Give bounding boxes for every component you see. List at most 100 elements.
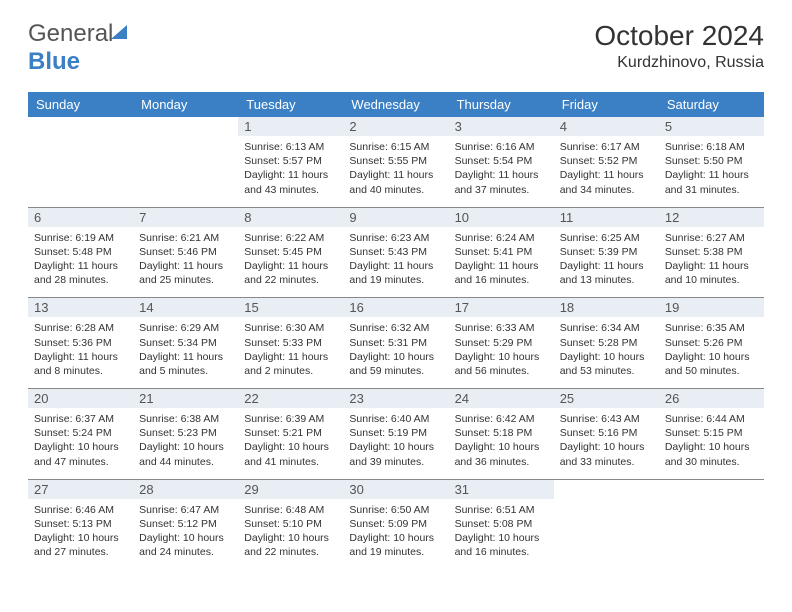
day-cell: 26 Sunrise: 6:44 AMSunset: 5:15 PMDayligh… [659, 389, 764, 480]
day-cell: 1Sunrise: 6:13 AMSunset: 5:57 PMDaylight… [238, 117, 343, 207]
day-text: Sunrise: 6:43 AMSunset: 5:16 PMDaylight:… [560, 412, 653, 469]
day-text: Sunrise: 6:34 AMSunset: 5:28 PMDaylight:… [560, 321, 653, 378]
day-number: 8 [238, 208, 343, 227]
day-number: 24 [449, 389, 554, 408]
day-number: 1 [238, 117, 343, 136]
day-text: Sunrise: 6:38 AMSunset: 5:23 PMDaylight:… [139, 412, 232, 469]
day-text: Sunrise: 6:30 AMSunset: 5:33 PMDaylight:… [244, 321, 337, 378]
day-header-monday: Monday [133, 92, 238, 117]
logo-word2: Blue [28, 48, 80, 75]
day-cell: 29 Sunrise: 6:48 AMSunset: 5:10 PMDayligh… [238, 479, 343, 569]
day-number: 9 [343, 208, 448, 227]
week-row: 13Sunrise: 6:28 AMSunset: 5:36 PMDayligh… [28, 298, 764, 389]
day-text: Sunrise: 6:47 AMSunset: 5:12 PMDaylight:… [139, 503, 232, 560]
day-number: 6 [28, 208, 133, 227]
day-text: Sunrise: 6:19 AMSunset: 5:48 PMDaylight:… [34, 231, 127, 288]
day-text: Sunrise: 6:21 AMSunset: 5:46 PMDaylight:… [139, 231, 232, 288]
day-number: 25 [554, 389, 659, 408]
empty-cell [133, 117, 238, 207]
day-cell: 9 Sunrise: 6:23 AMSunset: 5:43 PMDaylight… [343, 207, 448, 298]
day-text: Sunrise: 6:42 AMSunset: 5:18 PMDaylight:… [455, 412, 548, 469]
day-number: 26 [659, 389, 764, 408]
day-number: 21 [133, 389, 238, 408]
day-number: 14 [133, 298, 238, 317]
day-cell: 17 Sunrise: 6:33 AMSunset: 5:29 PMDayligh… [449, 298, 554, 389]
day-text: Sunrise: 6:44 AMSunset: 5:15 PMDaylight:… [665, 412, 758, 469]
day-text: Sunrise: 6:15 AMSunset: 5:55 PMDaylight:… [349, 140, 442, 197]
day-number: 19 [659, 298, 764, 317]
day-cell: 2 Sunrise: 6:15 AMSunset: 5:55 PMDaylight… [343, 117, 448, 207]
day-number: 17 [449, 298, 554, 317]
day-cell: 15Sunrise: 6:30 AMSunset: 5:33 PMDayligh… [238, 298, 343, 389]
week-row: 27 Sunrise: 6:46 AMSunset: 5:13 PMDayligh… [28, 479, 764, 569]
day-header-sunday: Sunday [28, 92, 133, 117]
day-header-saturday: Saturday [659, 92, 764, 117]
day-text: Sunrise: 6:33 AMSunset: 5:29 PMDaylight:… [455, 321, 548, 378]
logo-text: General Blue [28, 20, 129, 76]
day-number: 16 [343, 298, 448, 317]
day-cell: 3 Sunrise: 6:16 AMSunset: 5:54 PMDaylight… [449, 117, 554, 207]
day-header-row: SundayMondayTuesdayWednesdayThursdayFrid… [28, 92, 764, 117]
day-header-tuesday: Tuesday [238, 92, 343, 117]
logo-sail-icon [109, 20, 129, 48]
day-cell: 19 Sunrise: 6:35 AMSunset: 5:26 PMDayligh… [659, 298, 764, 389]
day-cell: 25 Sunrise: 6:43 AMSunset: 5:16 PMDayligh… [554, 389, 659, 480]
day-cell: 24 Sunrise: 6:42 AMSunset: 5:18 PMDayligh… [449, 389, 554, 480]
week-row: 1Sunrise: 6:13 AMSunset: 5:57 PMDaylight… [28, 117, 764, 207]
day-text: Sunrise: 6:35 AMSunset: 5:26 PMDaylight:… [665, 321, 758, 378]
day-text: Sunrise: 6:51 AMSunset: 5:08 PMDaylight:… [455, 503, 548, 560]
header: General Blue October 2024 Kurdzhinovo, R… [28, 20, 764, 76]
day-number: 2 [343, 117, 448, 136]
day-number: 18 [554, 298, 659, 317]
day-cell: 22 Sunrise: 6:39 AMSunset: 5:21 PMDayligh… [238, 389, 343, 480]
empty-cell [554, 479, 659, 569]
day-text: Sunrise: 6:29 AMSunset: 5:34 PMDaylight:… [139, 321, 232, 378]
day-text: Sunrise: 6:27 AMSunset: 5:38 PMDaylight:… [665, 231, 758, 288]
day-number [133, 117, 238, 136]
day-number: 4 [554, 117, 659, 136]
day-text: Sunrise: 6:23 AMSunset: 5:43 PMDaylight:… [349, 231, 442, 288]
day-header-thursday: Thursday [449, 92, 554, 117]
day-cell: 4Sunrise: 6:17 AMSunset: 5:52 PMDaylight… [554, 117, 659, 207]
day-cell: 18 Sunrise: 6:34 AMSunset: 5:28 PMDayligh… [554, 298, 659, 389]
day-number: 27 [28, 480, 133, 499]
day-cell: 23 Sunrise: 6:40 AMSunset: 5:19 PMDayligh… [343, 389, 448, 480]
day-cell: 20Sunrise: 6:37 AMSunset: 5:24 PMDayligh… [28, 389, 133, 480]
day-text: Sunrise: 6:28 AMSunset: 5:36 PMDaylight:… [34, 321, 127, 378]
day-text: Sunrise: 6:16 AMSunset: 5:54 PMDaylight:… [455, 140, 548, 197]
day-cell: 27 Sunrise: 6:46 AMSunset: 5:13 PMDayligh… [28, 479, 133, 569]
day-number: 5 [659, 117, 764, 136]
day-number: 31 [449, 480, 554, 499]
month-title: October 2024 [594, 20, 764, 52]
day-number: 3 [449, 117, 554, 136]
day-header-wednesday: Wednesday [343, 92, 448, 117]
day-number: 29 [238, 480, 343, 499]
day-number: 22 [238, 389, 343, 408]
day-cell: 16Sunrise: 6:32 AMSunset: 5:31 PMDayligh… [343, 298, 448, 389]
day-cell: 10Sunrise: 6:24 AMSunset: 5:41 PMDayligh… [449, 207, 554, 298]
day-cell: 12Sunrise: 6:27 AMSunset: 5:38 PMDayligh… [659, 207, 764, 298]
day-cell: 11Sunrise: 6:25 AMSunset: 5:39 PMDayligh… [554, 207, 659, 298]
day-cell: 31 Sunrise: 6:51 AMSunset: 5:08 PMDayligh… [449, 479, 554, 569]
empty-cell [659, 479, 764, 569]
week-row: 20Sunrise: 6:37 AMSunset: 5:24 PMDayligh… [28, 389, 764, 480]
day-cell: 7 Sunrise: 6:21 AMSunset: 5:46 PMDaylight… [133, 207, 238, 298]
day-cell: 13Sunrise: 6:28 AMSunset: 5:36 PMDayligh… [28, 298, 133, 389]
day-cell: 6 Sunrise: 6:19 AMSunset: 5:48 PMDaylight… [28, 207, 133, 298]
day-text: Sunrise: 6:40 AMSunset: 5:19 PMDaylight:… [349, 412, 442, 469]
logo: General Blue [28, 20, 129, 76]
day-text: Sunrise: 6:46 AMSunset: 5:13 PMDaylight:… [34, 503, 127, 560]
day-number: 7 [133, 208, 238, 227]
calendar-table: SundayMondayTuesdayWednesdayThursdayFrid… [28, 92, 764, 569]
day-number: 30 [343, 480, 448, 499]
logo-word1: General [28, 20, 113, 47]
day-text: Sunrise: 6:39 AMSunset: 5:21 PMDaylight:… [244, 412, 337, 469]
day-text: Sunrise: 6:48 AMSunset: 5:10 PMDaylight:… [244, 503, 337, 560]
day-cell: 14 Sunrise: 6:29 AMSunset: 5:34 PMDayligh… [133, 298, 238, 389]
day-header-friday: Friday [554, 92, 659, 117]
empty-cell [28, 117, 133, 207]
day-text: Sunrise: 6:25 AMSunset: 5:39 PMDaylight:… [560, 231, 653, 288]
day-cell: 8Sunrise: 6:22 AMSunset: 5:45 PMDaylight… [238, 207, 343, 298]
day-number: 23 [343, 389, 448, 408]
day-text: Sunrise: 6:18 AMSunset: 5:50 PMDaylight:… [665, 140, 758, 197]
